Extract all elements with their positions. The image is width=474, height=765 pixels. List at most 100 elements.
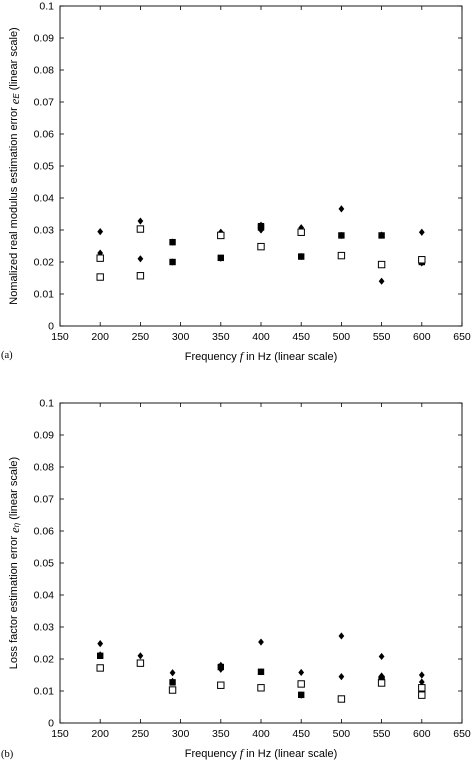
x-axis-label-part: in Hz (linear scale)	[243, 748, 337, 760]
x-axis-label-part: Frequency	[185, 748, 240, 760]
y-axis-label: Nomalized real modulus estimation error …	[8, 27, 22, 304]
open-square-marker	[257, 684, 265, 692]
y-axis-label-part: e	[8, 98, 22, 104]
filled-square-marker	[257, 224, 265, 231]
y-tick-label: 0.04	[34, 590, 55, 602]
open-square-marker	[418, 684, 426, 692]
y-axis-label: Loss factor estimation error eη (linear …	[8, 457, 22, 669]
y-tick-label: 0.03	[34, 225, 55, 237]
x-tick-label: 450	[292, 728, 310, 740]
y-axis-label-part: (linear scale)	[8, 457, 20, 523]
filled-square-marker	[378, 675, 385, 683]
diamond-marker	[298, 668, 305, 677]
x-tick-label: 150	[51, 728, 69, 740]
panel-label: (a)	[1, 350, 13, 361]
x-tick-label: 600	[413, 331, 431, 343]
y-tick-label: 0.02	[34, 257, 55, 269]
open-square-marker	[418, 256, 426, 264]
filled-square-marker	[298, 253, 305, 260]
y-axis-label-part: Loss factor estimation error	[8, 533, 20, 669]
diamond-marker	[418, 678, 425, 686]
x-axis-label-part: f	[240, 746, 245, 760]
x-tick-label: 350	[212, 728, 230, 740]
diamond-marker	[418, 228, 425, 236]
diamond-marker	[338, 673, 345, 681]
series-open-square	[96, 659, 426, 703]
x-tick-label: 500	[333, 728, 351, 740]
x-tick-label: 650	[453, 331, 471, 343]
filled-square-marker	[257, 668, 265, 675]
filled-square-marker	[97, 652, 104, 659]
filled-square-marker	[169, 258, 176, 266]
open-square-marker	[297, 680, 305, 688]
diamond-marker	[338, 632, 345, 640]
y-tick-label: 0.01	[34, 289, 55, 301]
open-square-marker	[168, 686, 177, 694]
x-tick-label: 200	[91, 728, 109, 740]
open-square-marker	[297, 228, 305, 236]
x-tick-label: 250	[132, 728, 150, 740]
series-filled-square	[169, 222, 425, 266]
panel-b: 150 200 250 300 350 400 450 500 550 600 650 0 0.01 0.…	[1, 398, 471, 760]
x-axis-label: Frequency f in Hz (linear scale)	[185, 746, 338, 760]
filled-square-marker	[378, 232, 385, 239]
x-axis-label-part: f	[240, 349, 245, 363]
open-square-marker	[337, 695, 346, 703]
diamond-marker	[418, 671, 425, 679]
x-axis-label-part: in Hz (linear scale)	[243, 351, 337, 363]
diamond-marker	[169, 669, 176, 677]
open-square-marker	[217, 231, 225, 240]
open-square-marker	[96, 254, 104, 262]
open-square-marker	[96, 273, 104, 281]
y-tick-label: 0.04	[34, 193, 55, 205]
x-tick-label: 550	[373, 331, 391, 343]
series-open-square	[96, 225, 426, 281]
filled-square-marker	[169, 238, 176, 246]
diamond-marker	[378, 652, 385, 661]
y-tick-label: 0.05	[34, 558, 55, 570]
y-tick-label: 0.1	[39, 1, 54, 13]
diamond-marker	[137, 217, 144, 225]
open-square-marker	[136, 659, 145, 667]
x-tick-label: 650	[453, 728, 471, 740]
plot-frame	[59, 5, 463, 327]
y-tick-label: 0.05	[34, 161, 55, 173]
x-tick-label: 400	[252, 331, 270, 343]
y-axis-label-part: Nomalized real modulus estimation error	[8, 104, 20, 305]
y-tick-label: 0.08	[34, 462, 55, 474]
x-tick-label: 500	[333, 331, 351, 343]
diamond-marker	[97, 228, 104, 236]
panel-label: (b)	[1, 749, 14, 760]
x-tick-label: 350	[212, 331, 230, 343]
panel-a: 150 200 250 300 350 400 450 500 550 600 650 0 0.01 0.…	[1, 1, 471, 363]
filled-square-marker	[298, 691, 305, 699]
diamond-marker	[137, 652, 144, 660]
y-tick-label: 0.08	[34, 65, 55, 77]
diamond-marker	[258, 638, 264, 646]
y-tick-label: 0.07	[34, 494, 55, 506]
y-tick-label: 0.06	[34, 129, 55, 141]
y-tick-label: 0.01	[34, 686, 55, 698]
x-tick-label: 300	[172, 728, 190, 740]
open-square-marker	[136, 272, 145, 280]
diamond-marker	[97, 640, 104, 648]
y-tick-label: 0.09	[34, 430, 55, 442]
filled-square-marker	[217, 254, 224, 262]
x-axis-label: Frequency f in Hz (linear scale)	[185, 349, 338, 363]
open-square-marker	[257, 242, 265, 251]
y-tick-label: 0.03	[34, 622, 55, 634]
y-tick-label: 0.09	[34, 33, 55, 45]
open-square-marker	[217, 681, 225, 689]
y-axis-label-part: E	[12, 93, 21, 99]
diamond-marker	[338, 205, 345, 213]
series-filled-square	[97, 652, 385, 699]
x-tick-label: 600	[413, 728, 431, 740]
open-square-marker	[136, 225, 145, 233]
open-square-marker	[377, 260, 386, 269]
open-square-marker	[418, 691, 426, 699]
y-tick-label: 0.02	[34, 654, 55, 666]
y-axis-label-part: e	[8, 527, 22, 533]
y-axis-label-part: (linear scale)	[8, 27, 20, 93]
filled-square-marker	[217, 663, 224, 671]
